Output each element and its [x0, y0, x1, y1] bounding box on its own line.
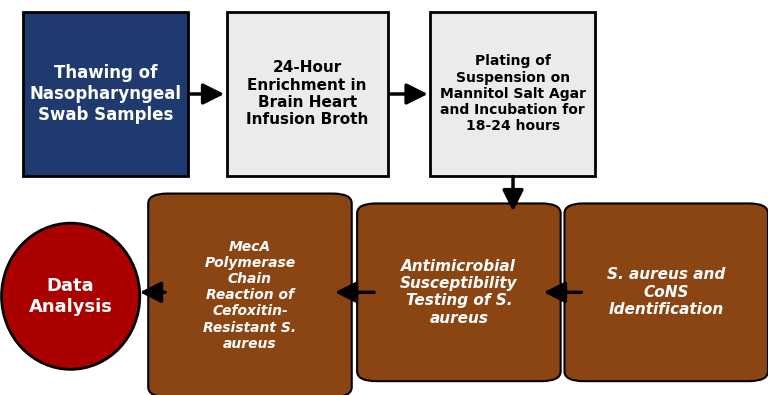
- FancyBboxPatch shape: [23, 12, 188, 176]
- FancyBboxPatch shape: [357, 203, 561, 381]
- FancyBboxPatch shape: [564, 203, 768, 381]
- FancyBboxPatch shape: [430, 12, 595, 176]
- Text: Thawing of
Nasopharyngeal
Swab Samples: Thawing of Nasopharyngeal Swab Samples: [30, 64, 181, 124]
- Text: Antimicrobial
Susceptibility
Testing of S.
aureus: Antimicrobial Susceptibility Testing of …: [400, 259, 518, 326]
- FancyBboxPatch shape: [148, 194, 352, 395]
- Text: Data
Analysis: Data Analysis: [28, 277, 113, 316]
- Text: Plating of
Suspension on
Mannitol Salt Agar
and Incubation for
18-24 hours: Plating of Suspension on Mannitol Salt A…: [439, 55, 586, 133]
- Ellipse shape: [2, 223, 140, 369]
- FancyBboxPatch shape: [227, 12, 388, 176]
- Text: S. aureus and
CoNS
Identification: S. aureus and CoNS Identification: [607, 267, 725, 317]
- Text: MecA
Polymerase
Chain
Reaction of
Cefoxitin-
Resistant S.
aureus: MecA Polymerase Chain Reaction of Cefoxi…: [204, 240, 296, 351]
- Text: 24-Hour
Enrichment in
Brain Heart
Infusion Broth: 24-Hour Enrichment in Brain Heart Infusi…: [246, 60, 369, 128]
